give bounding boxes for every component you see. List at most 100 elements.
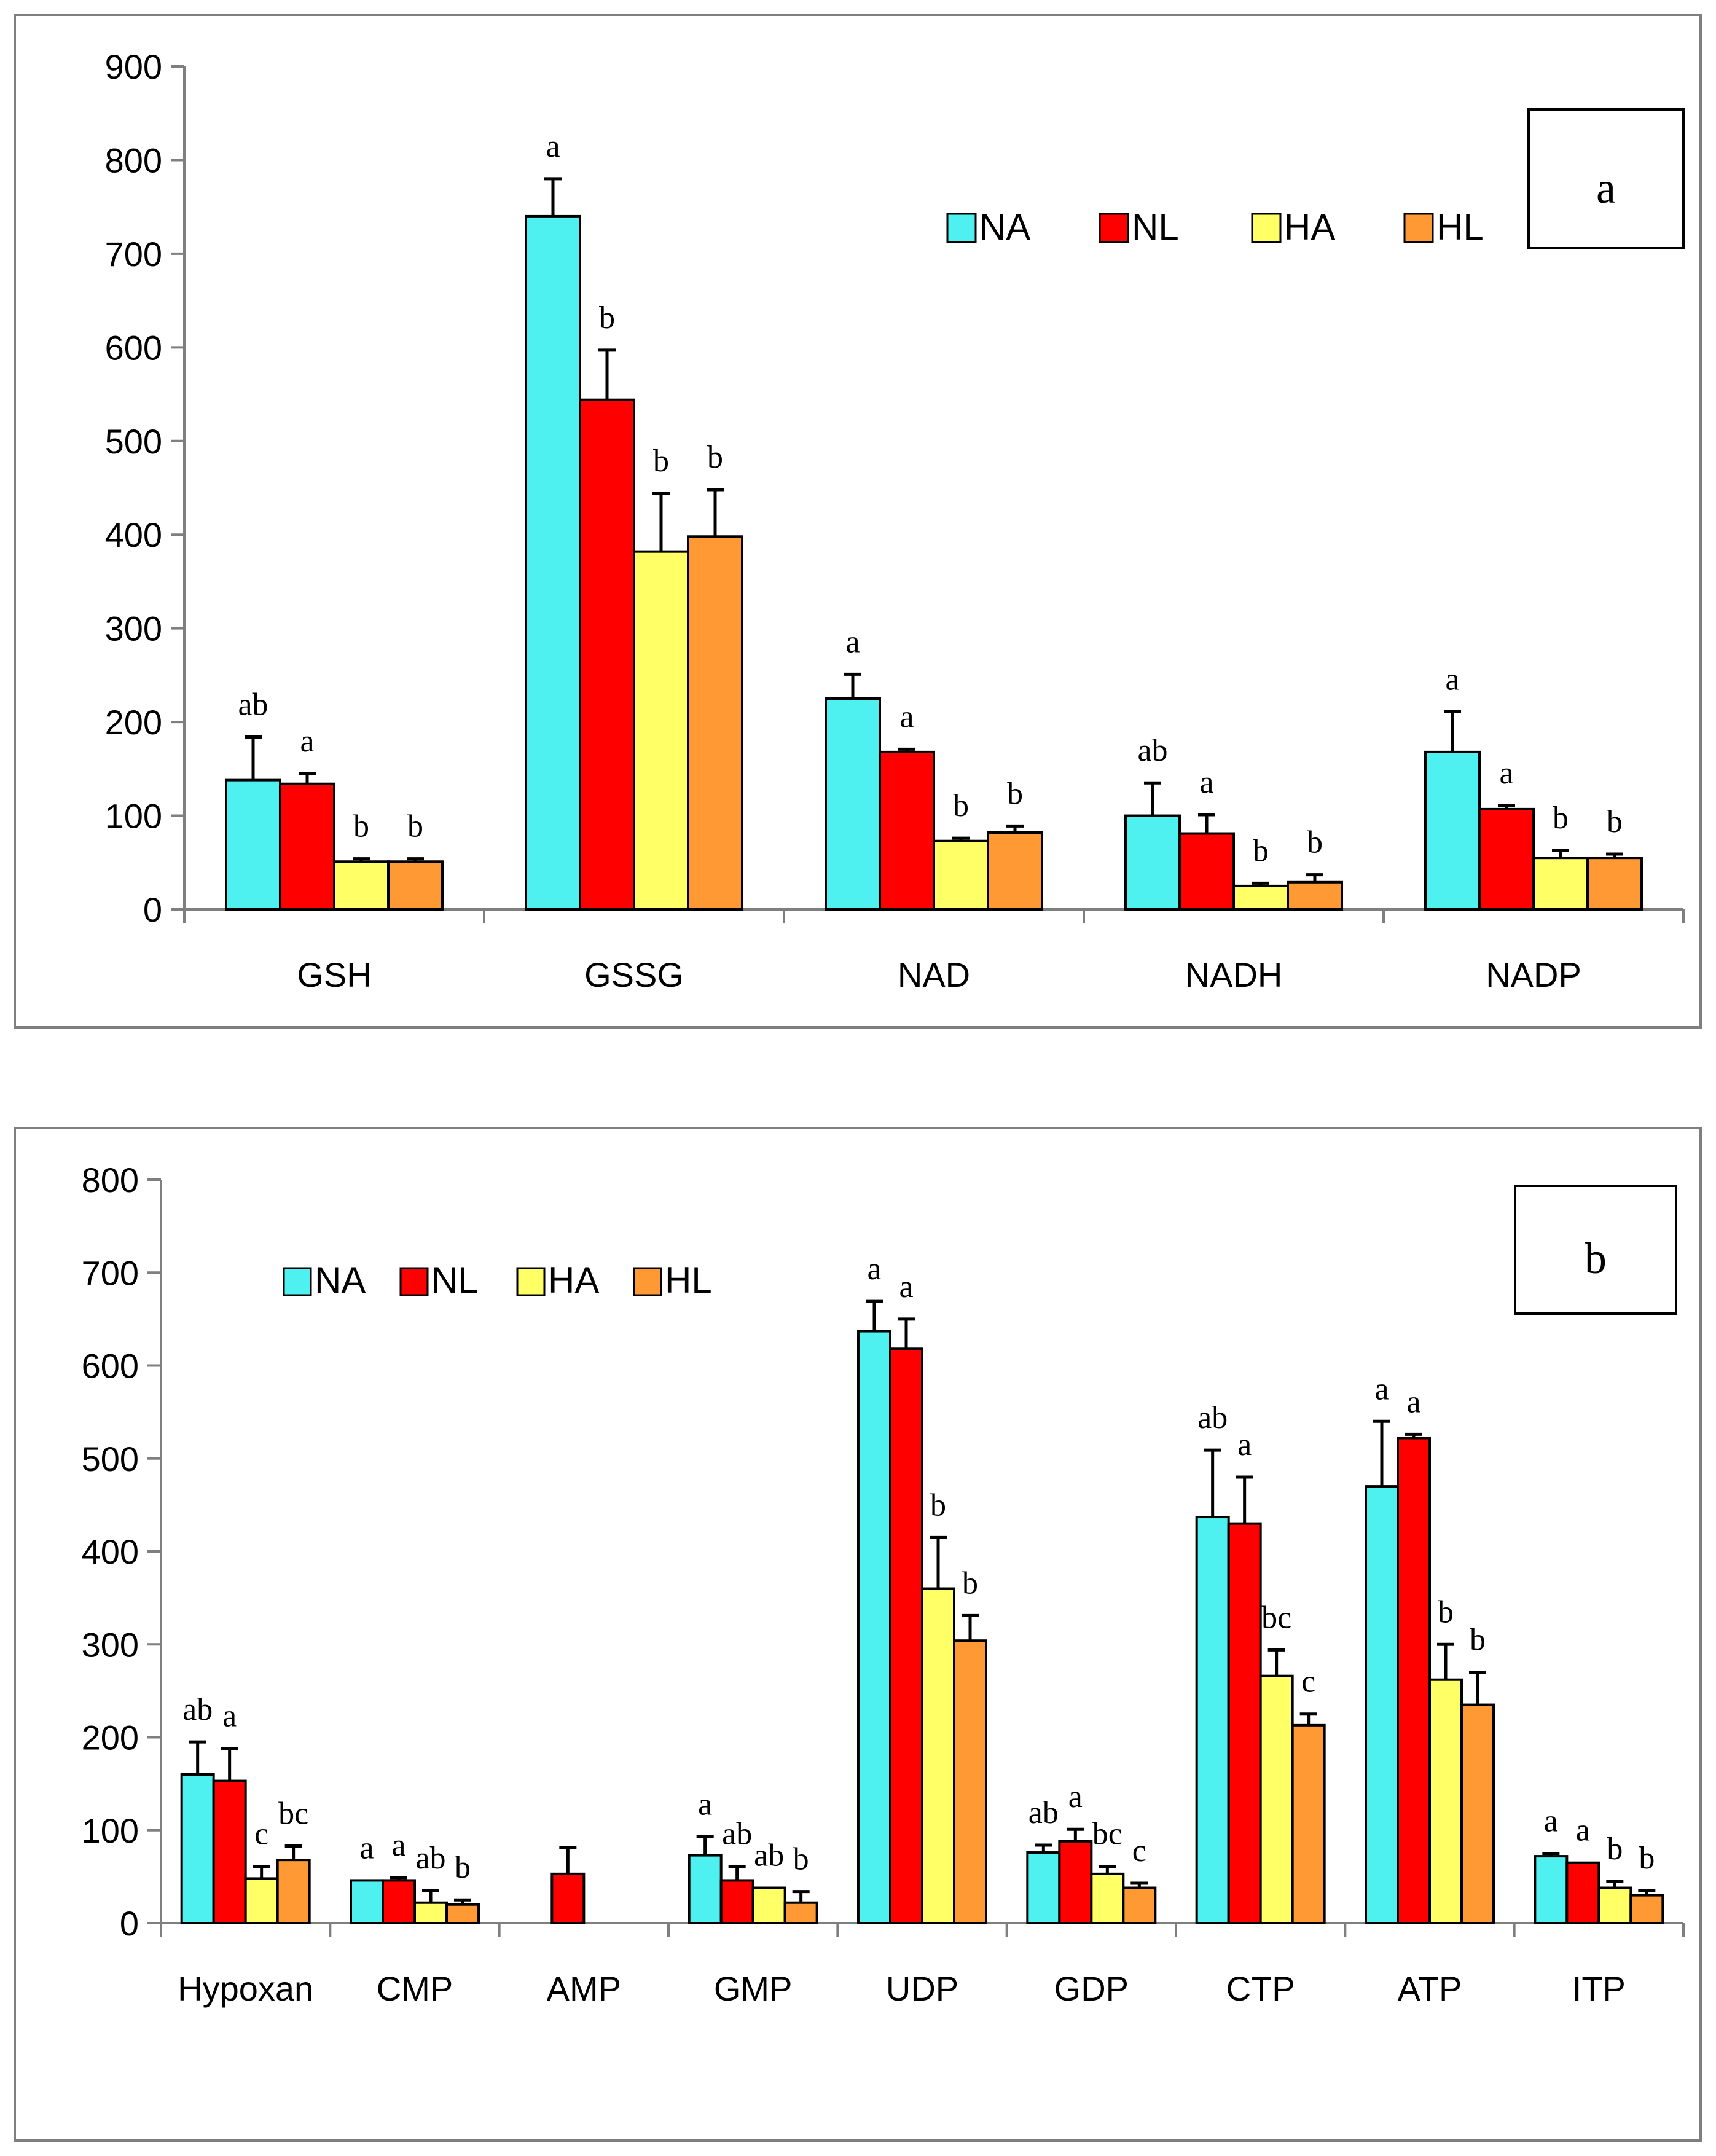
bar-HL: [445, 1903, 480, 1924]
significance-label: a: [222, 1699, 237, 1734]
y-tick-label: 0: [120, 1904, 139, 1943]
bar-HA: [933, 839, 989, 911]
bar-NL: [719, 1879, 754, 1925]
bar-HA: [1597, 1886, 1632, 1924]
significance-label: bc: [278, 1796, 308, 1831]
bar-NA: [825, 697, 881, 911]
bar-HA: [1090, 1872, 1125, 1924]
legend-swatch-HA: [1251, 213, 1282, 243]
legend-swatch-NA: [283, 1267, 312, 1296]
bar-HL: [276, 1859, 311, 1924]
y-tick-label: 300: [82, 1625, 139, 1664]
category-label: CTP: [1226, 1969, 1295, 2008]
y-tick-label: 400: [82, 1532, 139, 1571]
bar-NL: [1397, 1437, 1431, 1925]
bar-NL: [1227, 1522, 1262, 1924]
significance-label: ab: [182, 1692, 213, 1727]
bar-NL: [279, 782, 335, 911]
bar-HA: [921, 1587, 955, 1924]
legend-label: HL: [1436, 206, 1484, 248]
y-tick-label: 200: [82, 1719, 139, 1757]
bar-NA: [1424, 750, 1481, 911]
legend-swatch-NL: [1099, 213, 1129, 243]
significance-label: b: [1553, 801, 1569, 836]
bar-NA: [1365, 1485, 1399, 1924]
significance-label: a: [1576, 1813, 1590, 1848]
significance-label: ab: [415, 1841, 445, 1876]
significance-label: a: [867, 1252, 881, 1287]
y-tick-label: 400: [105, 515, 162, 554]
legend: NA NL HA HL: [946, 206, 1484, 248]
bar-NL: [212, 1779, 247, 1924]
category-label: UDP: [886, 1969, 958, 2008]
bar-HL: [987, 831, 1043, 911]
bar-NL: [550, 1872, 586, 1924]
bar-HA: [244, 1877, 279, 1924]
y-tick-label: 800: [105, 141, 162, 179]
bar-NA: [525, 214, 581, 911]
legend-label: HA: [1284, 206, 1335, 248]
category-label: GSH: [297, 955, 371, 994]
significance-label: a: [1068, 1779, 1083, 1814]
bar-NA: [225, 778, 281, 911]
significance-label: b: [1639, 1841, 1655, 1876]
legend-label: HL: [665, 1260, 712, 1301]
legend-label: HA: [548, 1260, 599, 1301]
legend-swatch-NA: [946, 213, 977, 243]
bar-NL: [1478, 807, 1535, 911]
category-label: AMP: [547, 1969, 621, 2008]
bar-NA: [857, 1330, 891, 1925]
y-tick-label: 200: [105, 703, 162, 742]
significance-label: a: [1374, 1371, 1389, 1406]
legend-swatch-NL: [399, 1267, 429, 1296]
significance-label: b: [930, 1488, 946, 1523]
bar-NA: [1026, 1851, 1061, 1925]
bar-HL: [387, 860, 444, 911]
bar-NA: [350, 1879, 384, 1925]
legend-label: NL: [1132, 206, 1179, 248]
significance-label: ab: [1028, 1795, 1059, 1830]
significance-label: b: [707, 440, 723, 475]
significance-label: a: [1544, 1804, 1558, 1839]
y-tick-label: 700: [82, 1253, 139, 1292]
significance-label: c: [254, 1817, 268, 1852]
category-label: ITP: [1572, 1969, 1626, 2008]
legend-swatch-HL: [633, 1267, 662, 1296]
significance-label: b: [353, 809, 369, 844]
bar-NA: [180, 1773, 215, 1924]
bar-HL: [953, 1639, 987, 1924]
significance-label: a: [899, 1269, 913, 1304]
bar-HA: [1232, 884, 1289, 911]
bar-HA: [413, 1901, 448, 1925]
category-label: NAD: [898, 955, 970, 994]
y-tick-label: 800: [82, 1161, 139, 1199]
bar-HA: [333, 860, 390, 911]
significance-label: ab: [1197, 1400, 1228, 1435]
bar-HL: [783, 1901, 818, 1925]
significance-label: b: [407, 809, 423, 844]
legend-label: NA: [315, 1260, 366, 1301]
significance-label: c: [1301, 1664, 1315, 1699]
panel-letter: b: [1585, 1234, 1607, 1283]
bar-NL: [889, 1347, 923, 1924]
bar-HA: [1428, 1678, 1463, 1925]
bar-NA: [688, 1854, 723, 1924]
y-tick-label: 0: [143, 890, 162, 929]
bar-HA: [751, 1886, 786, 1924]
significance-label: a: [546, 129, 560, 164]
significance-label: b: [1607, 804, 1623, 839]
significance-label: c: [1132, 1833, 1146, 1868]
significance-label: a: [1499, 756, 1513, 791]
category-label: GSSG: [584, 955, 684, 994]
category-label: GMP: [714, 1969, 793, 2008]
y-tick-label: 100: [105, 797, 162, 836]
significance-label: ab: [722, 1817, 752, 1852]
y-tick-label: 600: [105, 328, 162, 367]
y-tick-label: 500: [82, 1440, 139, 1478]
bar-HL: [687, 535, 743, 911]
significance-label: a: [1445, 662, 1459, 697]
y-tick-label: 300: [105, 610, 162, 648]
significance-label: b: [962, 1566, 978, 1601]
bar-NL: [1565, 1861, 1600, 1924]
